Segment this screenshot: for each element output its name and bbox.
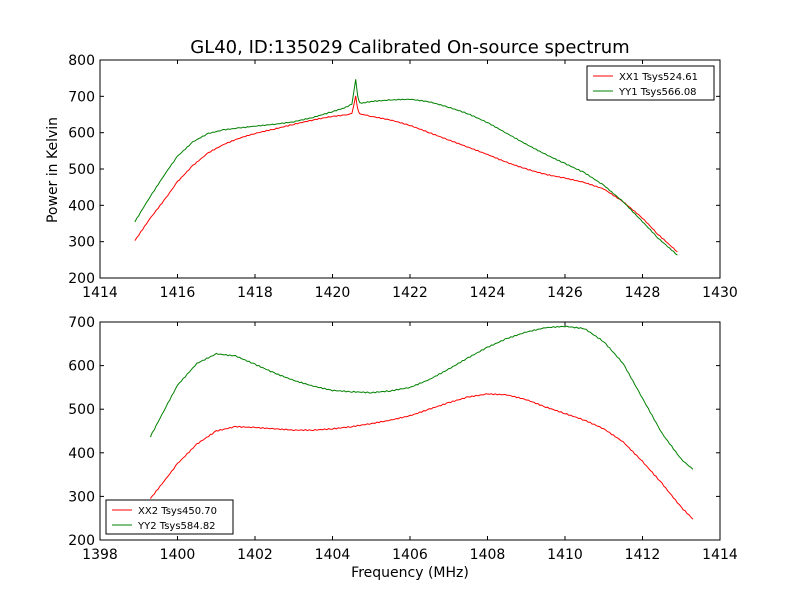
x-tick-label: 1398 [82, 547, 118, 563]
y-tick-label: 800 [68, 53, 95, 69]
x-tick-label: 1430 [702, 285, 738, 301]
y-tick-label: 300 [68, 235, 95, 251]
series-line-1 [149, 393, 694, 520]
series-line-2 [134, 79, 678, 256]
series-line-1 [134, 95, 678, 253]
x-tick-label: 1400 [160, 547, 196, 563]
x-tick-label: 1404 [315, 547, 351, 563]
x-tick-label: 1414 [82, 285, 118, 301]
y-tick-label: 200 [68, 271, 95, 287]
y-tick-label: 400 [68, 198, 95, 214]
y-tick-label: 400 [68, 446, 95, 462]
legend: XX2 Tsys450.70 YY2 Tsys584.82 [105, 499, 234, 535]
figure-title: GL40, ID:135029 Calibrated On-source spe… [190, 37, 629, 58]
y-tick-label: 300 [68, 489, 95, 505]
y-tick-label: 700 [68, 89, 95, 105]
legend-box [105, 499, 234, 535]
x-tick-label: 1418 [237, 285, 273, 301]
legend: XX1 Tsys524.61 YY1 Tsys566.08 [586, 65, 715, 101]
panel-2: 1398 1400 1402 1404 1406 1408 1410 1412 1414 200 3… [68, 315, 738, 563]
x-tick-label: 1416 [160, 285, 196, 301]
x-tick-label: 1408 [470, 547, 506, 563]
panel-1: 1414 1416 1418 1420 1422 1424 1426 1428 1430 200 3… [68, 53, 738, 301]
series-line-2 [149, 325, 694, 470]
y-tick-label: 600 [68, 126, 95, 142]
x-tick-label: 1422 [392, 285, 428, 301]
y-tick-label: 600 [68, 359, 95, 375]
y-tick-label: 200 [68, 533, 95, 549]
y-tick-label: 500 [68, 162, 95, 178]
y-axis-label: Power in Kelvin [45, 117, 61, 223]
x-tick-label: 1424 [470, 285, 506, 301]
x-tick-label: 1414 [702, 547, 738, 563]
x-tick-label: 1420 [315, 285, 351, 301]
chart-panels: 1414 1416 1418 1420 1422 1424 1426 1428 1430 200 3… [68, 53, 738, 563]
x-tick-label: 1406 [392, 547, 428, 563]
y-tick-label: 500 [68, 402, 95, 418]
x-tick-label: 1428 [625, 285, 661, 301]
x-tick-label: 1412 [625, 547, 661, 563]
x-tick-label: 1402 [237, 547, 273, 563]
x-axis-label: Frequency (MHz) [351, 565, 469, 581]
legend-label-2: YY1 Tsys566.08 [618, 87, 697, 98]
legend-box [586, 65, 715, 101]
legend-label-1: XX1 Tsys524.61 [619, 72, 698, 83]
legend-label-1: XX2 Tsys450.70 [138, 506, 217, 517]
x-tick-label: 1426 [547, 285, 583, 301]
y-tick-label: 700 [68, 315, 95, 331]
legend-label-2: YY2 Tsys584.82 [137, 521, 216, 532]
x-tick-label: 1410 [547, 547, 583, 563]
